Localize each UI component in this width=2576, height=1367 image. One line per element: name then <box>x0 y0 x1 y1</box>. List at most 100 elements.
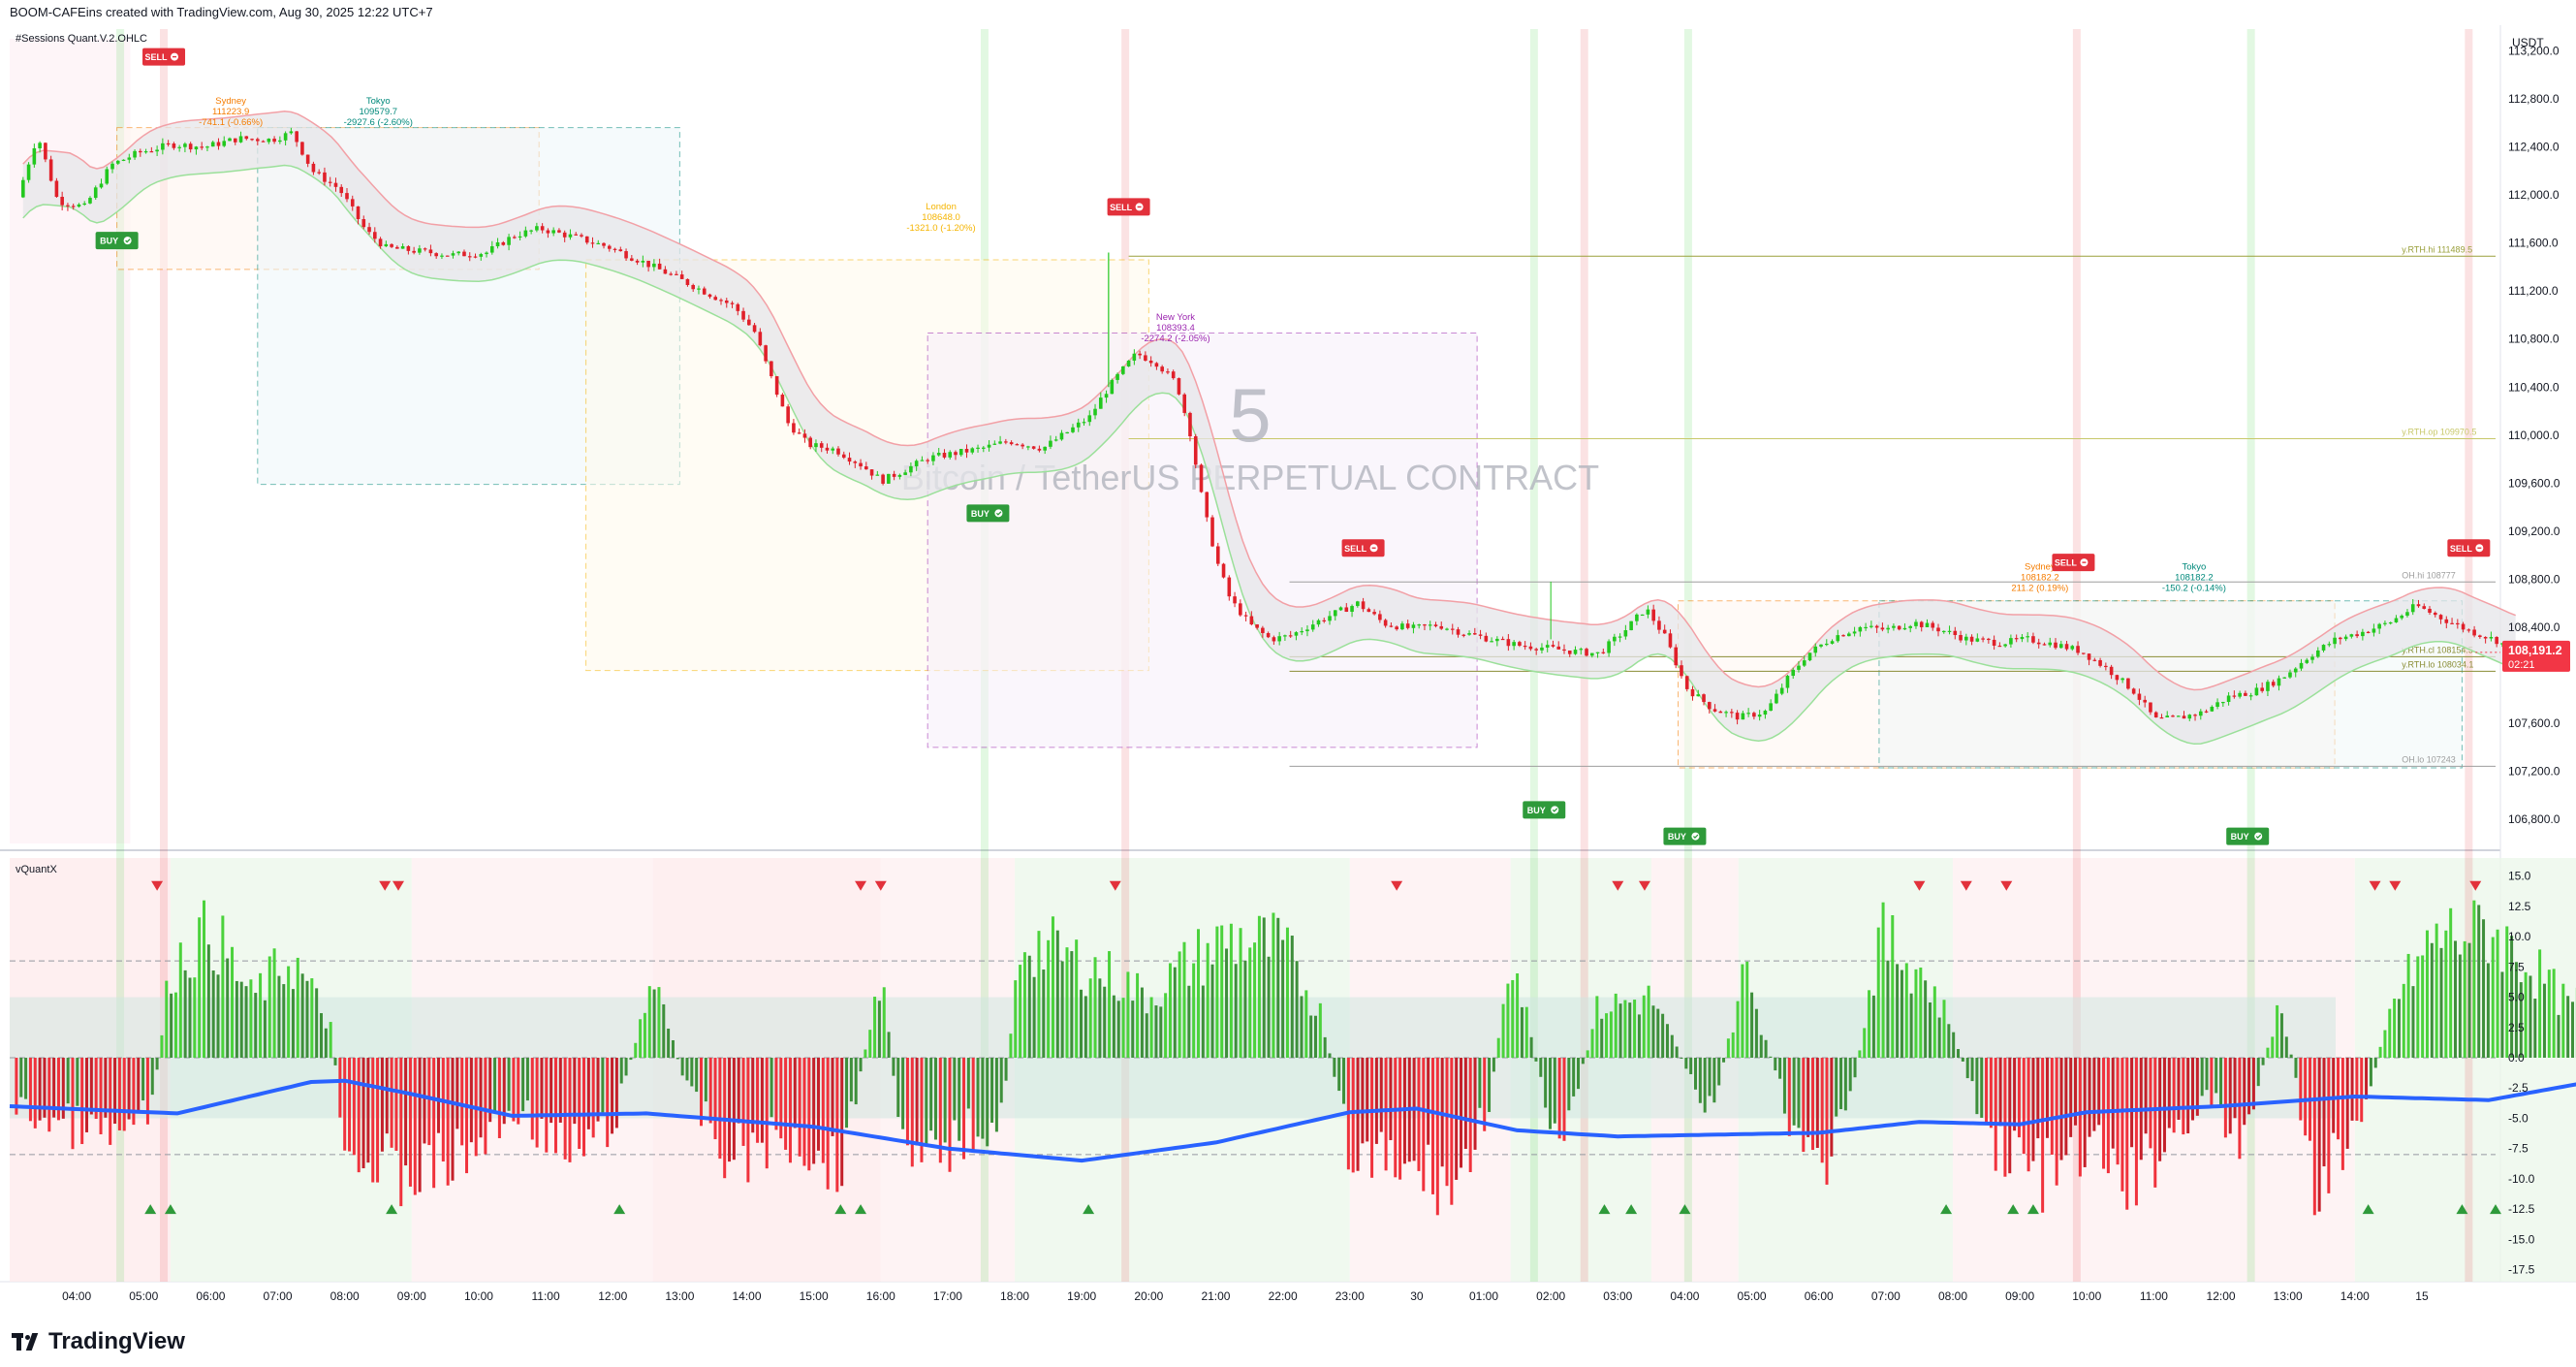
candle-body <box>523 230 528 237</box>
histogram-bar <box>540 1058 544 1119</box>
histogram-bar <box>329 1022 332 1059</box>
candle-body <box>1763 711 1768 715</box>
tradingview-logo[interactable]: TradingView <box>12 1328 185 1355</box>
candle-body <box>774 376 779 396</box>
candle-body <box>741 310 745 320</box>
check-icon <box>2254 832 2263 841</box>
histogram-bar <box>1722 1058 1726 1063</box>
candle-body <box>261 141 266 143</box>
candle-body <box>836 448 840 455</box>
price-tick-label: 111,600.0 <box>2508 237 2559 250</box>
signal-label: SELL <box>1344 544 1367 554</box>
candle-body <box>1439 625 1444 629</box>
signal-label: BUY <box>1527 806 1546 815</box>
histogram-bar <box>61 1058 65 1119</box>
candle-body <box>1467 633 1471 635</box>
candle-body <box>1338 607 1343 611</box>
histogram-bar <box>1262 917 1266 1059</box>
time-tick-label: 04:00 <box>62 1289 91 1303</box>
histogram-bar <box>1577 1058 1581 1090</box>
histogram-bar <box>667 1028 671 1059</box>
histogram-bar <box>315 988 319 1059</box>
histogram-bar <box>1234 964 1238 1059</box>
candle-body <box>238 136 243 143</box>
histogram-bar <box>441 1058 445 1162</box>
check-mark <box>1692 834 1699 839</box>
session-label-line: 108393.4 <box>1156 323 1195 334</box>
candle-body <box>1461 634 1466 636</box>
candle-body <box>434 253 438 257</box>
histogram-bar <box>2365 1058 2369 1099</box>
histogram-bar <box>2050 1058 2054 1156</box>
candle-body <box>295 131 298 143</box>
candle-body <box>2232 695 2237 697</box>
histogram-bar <box>150 1058 154 1096</box>
candle-body <box>1266 633 1271 638</box>
price-tick-label: 112,800.0 <box>2508 92 2560 106</box>
histogram-bar <box>2026 1058 2030 1172</box>
oscillator-tick-label: 0.0 <box>2508 1051 2525 1065</box>
candle-body <box>736 303 740 311</box>
candle-body <box>1132 353 1137 361</box>
histogram-bar <box>324 1028 328 1059</box>
histogram-bar <box>1614 993 1618 1059</box>
chart-canvas[interactable]: y.RTH.hi 111489.5 y.RTH.op 109970.5 OH.hi … <box>0 25 2576 1311</box>
histogram-bar <box>2406 953 2410 1059</box>
histogram-bar <box>1886 960 1890 1059</box>
candle-body <box>954 452 958 456</box>
histogram-bar <box>986 1058 990 1147</box>
candle-body <box>2299 662 2304 669</box>
candle-body <box>66 205 70 207</box>
histogram-bar <box>235 980 238 1059</box>
candle-body <box>372 232 377 239</box>
candle-body <box>657 263 662 270</box>
histogram-bar <box>929 1058 933 1131</box>
histogram-bar <box>1623 1000 1627 1059</box>
histogram-bar <box>1032 976 1036 1059</box>
oscillator-tick-label: 15.0 <box>2508 870 2531 883</box>
time-tick-label: 13:00 <box>2274 1289 2303 1303</box>
oscillator-axis: 15.0 12.5 10.0 7.5 5.0 2.5 0.0 -2.5 -5.0 -7.5 -10.… <box>2508 870 2535 1277</box>
histogram-bar <box>24 1058 28 1099</box>
candle-body <box>1300 631 1304 633</box>
histogram-bar <box>1600 1018 1604 1059</box>
histogram-bar <box>2472 900 2476 1059</box>
session-label-line: Sydney <box>215 96 246 107</box>
candle-body <box>970 448 975 453</box>
histogram-bar <box>2524 971 2528 1059</box>
histogram-bar <box>864 1049 867 1059</box>
candle-body <box>2131 688 2136 694</box>
candle-body <box>1405 623 1410 628</box>
histogram-bar <box>1754 1008 1758 1059</box>
sell-triangle-icon <box>2389 880 2402 891</box>
session-label-line: 108648.0 <box>922 212 960 223</box>
histogram-bar <box>109 1058 112 1145</box>
histogram-bar <box>521 1058 525 1112</box>
candle-body <box>1775 693 1778 704</box>
histogram-bar <box>756 1058 760 1143</box>
histogram-bar <box>493 1058 497 1112</box>
buy-triangle-icon <box>2026 1204 2039 1215</box>
candle-body <box>1657 620 1661 630</box>
candle-body <box>428 249 433 254</box>
histogram-bar <box>2031 1058 2035 1161</box>
histogram-bar <box>779 1058 783 1139</box>
histogram-bar <box>816 1058 820 1151</box>
histogram-bar <box>1524 1006 1528 1059</box>
histogram-bar <box>1904 963 1908 1059</box>
histogram-bar <box>155 1058 159 1070</box>
histogram-bar <box>338 1058 342 1118</box>
histogram-bar <box>1318 1002 1322 1059</box>
histogram-bar <box>1572 1058 1576 1097</box>
histogram-bar <box>122 1058 126 1131</box>
candle-body <box>1344 607 1349 613</box>
candle-body <box>730 302 735 304</box>
ribbon-upper-line <box>22 110 2516 691</box>
candle-body <box>1847 633 1851 637</box>
histogram-bar <box>1661 1013 1665 1059</box>
candle-body <box>1144 355 1147 361</box>
candle-body <box>702 288 707 295</box>
histogram-bar <box>578 1058 581 1150</box>
candle-body <box>562 232 567 238</box>
histogram-bar <box>1815 1058 1819 1148</box>
